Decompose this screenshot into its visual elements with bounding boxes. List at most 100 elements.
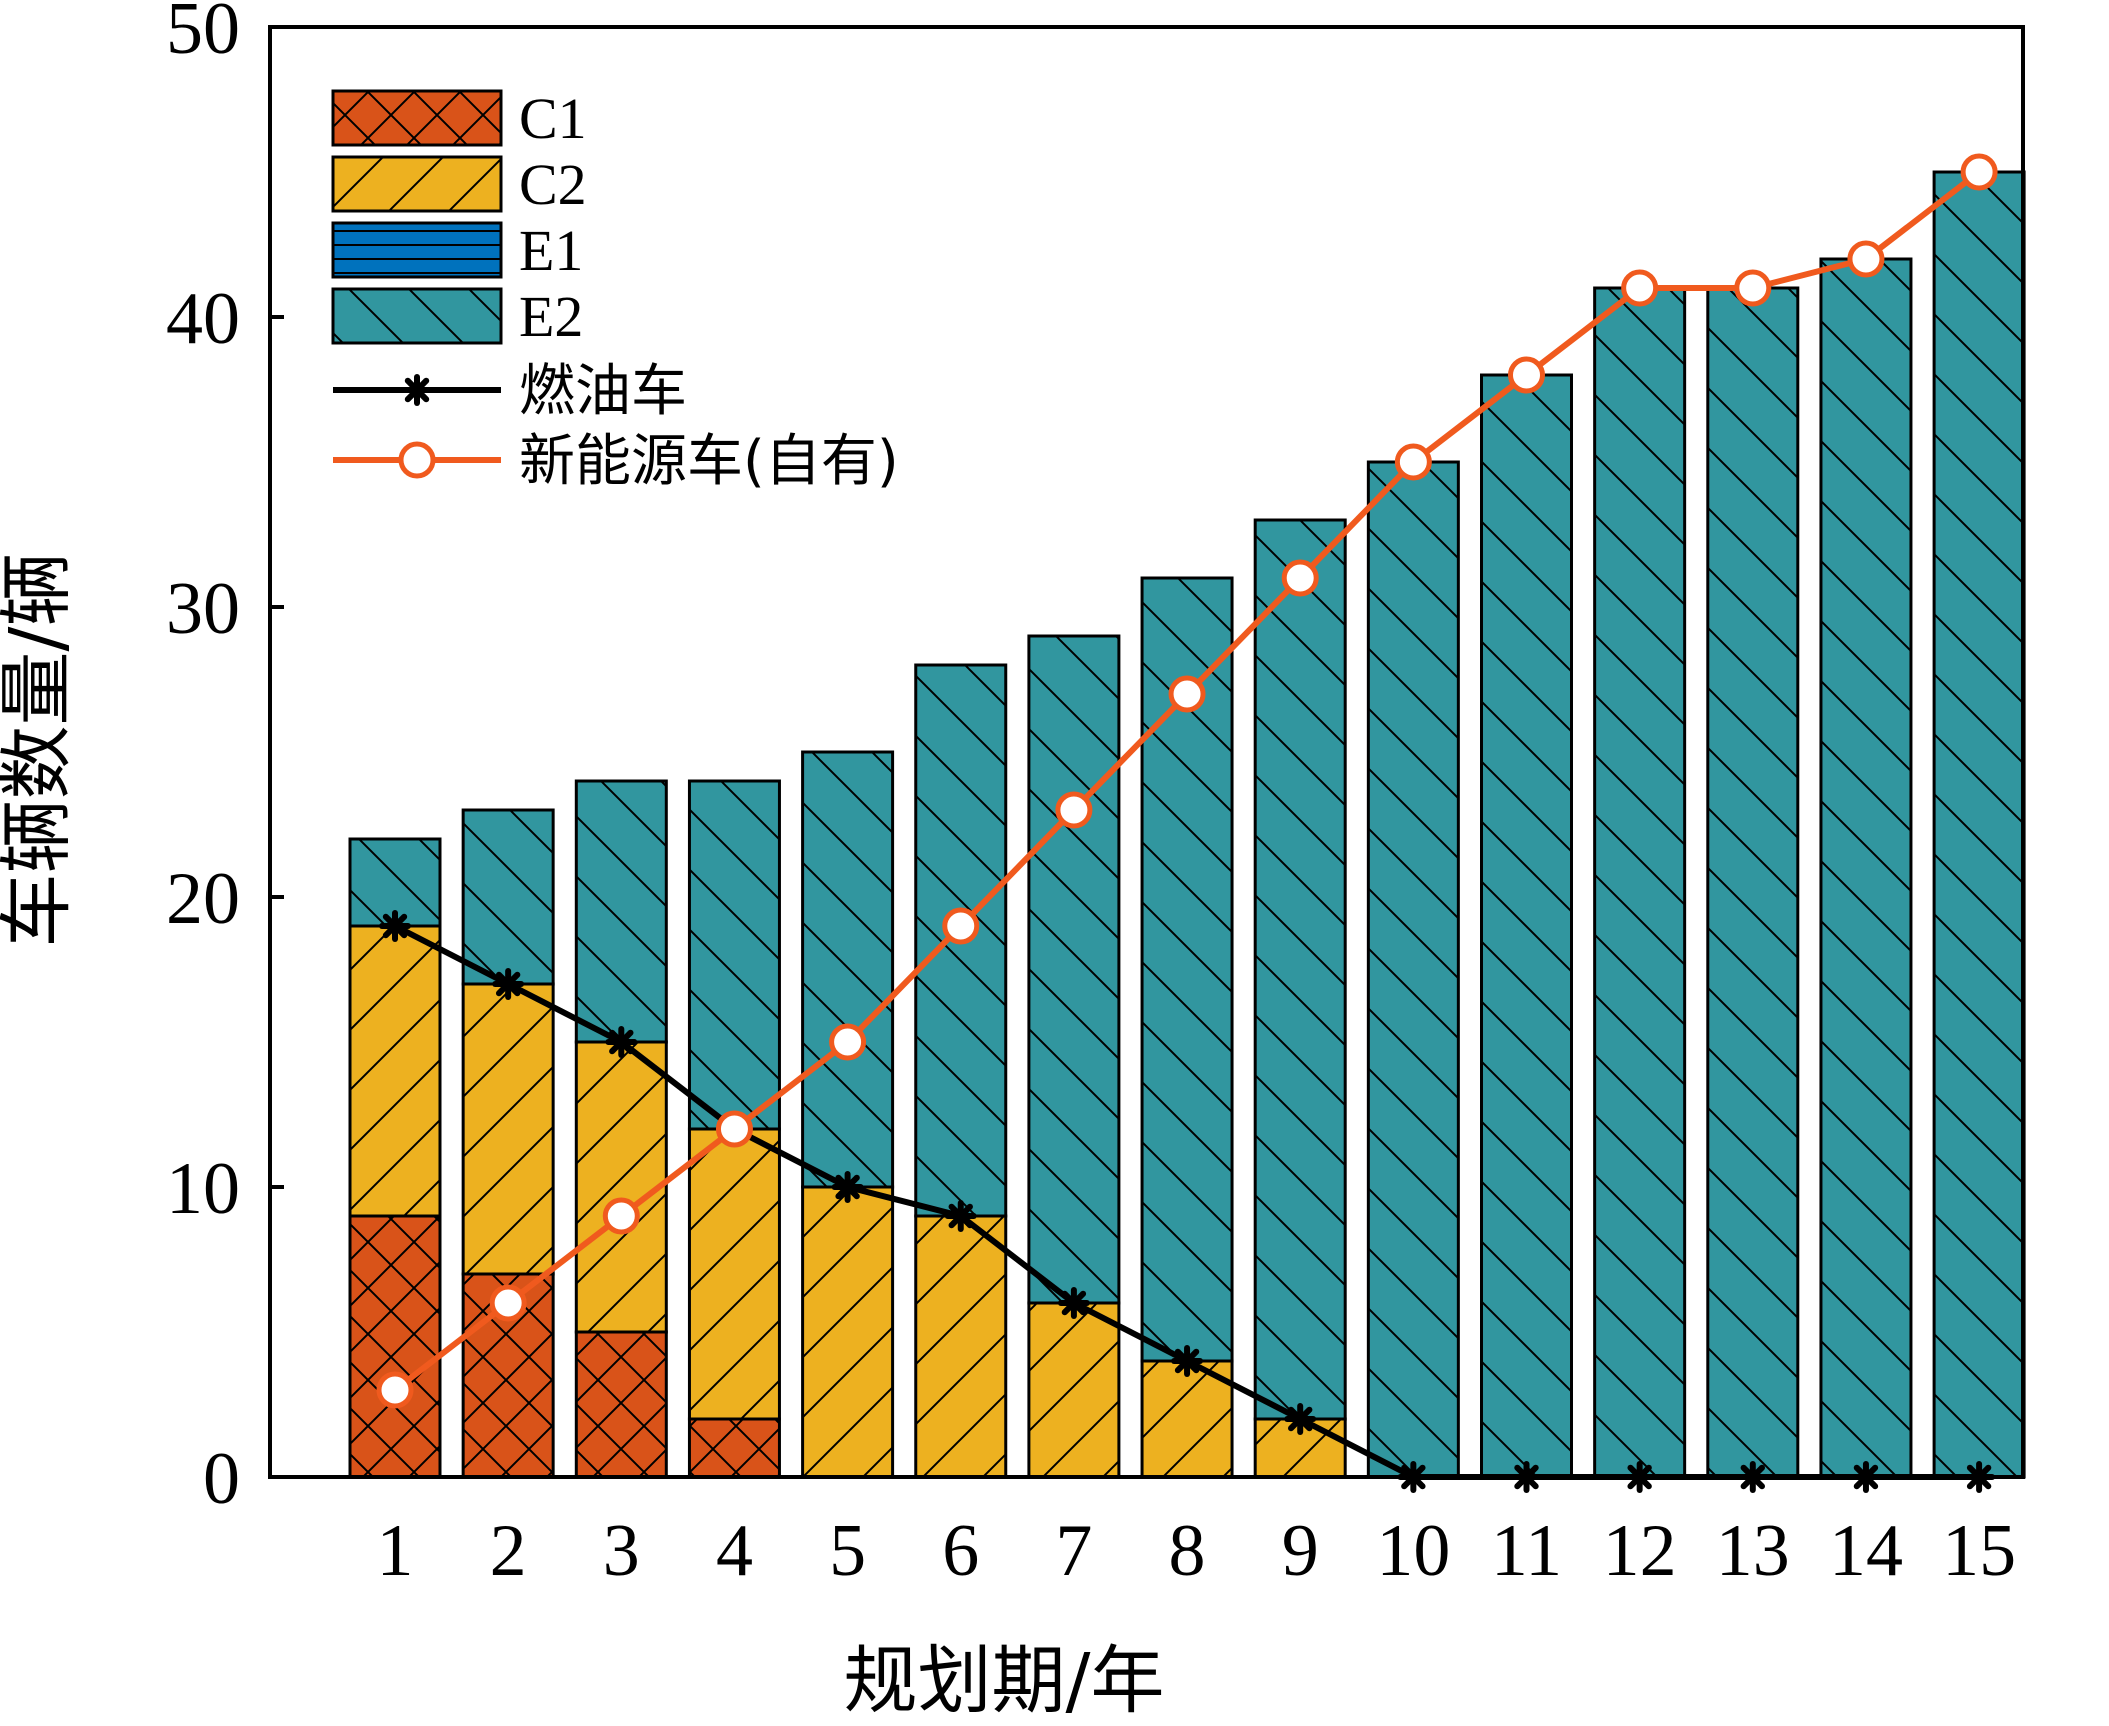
marker-nev-5: [829, 1023, 867, 1061]
marker-fuel-5: [831, 1171, 864, 1203]
marker-nev-8: [1168, 675, 1206, 713]
x-tick-label-5: 5: [829, 1510, 866, 1592]
legend-c1-swatch-hatch: [331, 89, 503, 147]
bar-e2-7-hatch: [1027, 634, 1121, 1305]
plot-frame: [268, 25, 2025, 1479]
legend-c2: C2: [331, 152, 587, 217]
x-tick-label-9: 9: [1282, 1510, 1319, 1592]
bar-c2-1: [348, 924, 442, 1218]
marker-nev-4: [715, 1110, 753, 1148]
x-tick-label-7: 7: [1055, 1510, 1092, 1592]
legend-e2-swatch-hatch: [331, 287, 503, 345]
legend-fuel: 燃油车: [333, 359, 687, 424]
bar-c1-4-hatch: [687, 1417, 781, 1479]
bar-c2-3: [574, 1040, 668, 1334]
marker-nev-1: [376, 1371, 414, 1409]
bar-c1-3: [574, 1330, 668, 1479]
marker-nev-15: [1960, 153, 1998, 191]
bar-c2-6-hatch: [914, 1214, 1008, 1479]
legend-nev-label: 新能源车(自有): [519, 429, 899, 494]
x-tick-label-12: 12: [1603, 1510, 1677, 1592]
bar-e2-3-hatch: [574, 779, 668, 1044]
bar-e2-4: [687, 779, 781, 1131]
bar-c1-1: [348, 1214, 442, 1479]
bar-e2-2-hatch: [461, 808, 555, 986]
y-axis-title: 车辆数量/辆: [0, 553, 80, 948]
bar-c2-6: [914, 1214, 1008, 1479]
bar-e2-13: [1706, 286, 1800, 1479]
bar-e2-10: [1366, 460, 1460, 1479]
axes-layer: [268, 25, 2025, 1479]
bar-c2-2-hatch: [461, 982, 555, 1276]
bar-c2-5-hatch: [801, 1185, 895, 1479]
legend-c1-label: C1: [519, 86, 587, 151]
x-tick-label-11: 11: [1491, 1510, 1562, 1592]
bar-c2-7: [1027, 1301, 1121, 1479]
bar-e2-9-hatch: [1253, 518, 1347, 1421]
marker-nev-12: [1621, 269, 1659, 307]
y-tick-label-20: 20: [166, 858, 240, 940]
marker-nev-10: [1394, 443, 1432, 481]
bar-c1-1-hatch: [348, 1214, 442, 1479]
x-tick-label-1: 1: [377, 1510, 414, 1592]
marker-nev-2: [489, 1284, 527, 1322]
x-tick-label-14: 14: [1829, 1510, 1903, 1592]
bar-e2-12-hatch: [1593, 286, 1687, 1479]
bar-e2-11: [1480, 373, 1573, 1479]
legend-fuel-label: 燃油车: [519, 359, 687, 424]
bar-e2-3: [574, 779, 668, 1044]
y-tick-label-0: 0: [203, 1438, 240, 1520]
bar-e2-14-hatch: [1819, 257, 1913, 1479]
x-tick-label-13: 13: [1716, 1510, 1790, 1592]
legend-c1: C1: [331, 86, 587, 151]
bar-c2-5: [801, 1185, 895, 1479]
bar-e2-13-hatch: [1706, 286, 1800, 1479]
bar-c2-4: [687, 1127, 781, 1421]
legend-e1-swatch-hatch: [331, 221, 503, 279]
bar-c2-4-hatch: [687, 1127, 781, 1421]
bar-e2-15: [1932, 170, 2026, 1479]
x-tick-label-3: 3: [603, 1510, 640, 1592]
bar-e2-7: [1027, 634, 1121, 1305]
bar-e2-12: [1593, 286, 1687, 1479]
x-tick-label-4: 4: [716, 1510, 753, 1592]
x-tick-label-15: 15: [1942, 1510, 2016, 1592]
legend-c2-label: C2: [519, 152, 587, 217]
marker-fuel-7: [1057, 1287, 1090, 1319]
legend-nev-marker: [398, 441, 436, 479]
marker-fuel-2: [492, 968, 525, 1000]
bar-e2-10-hatch: [1366, 460, 1460, 1479]
legend-c2-swatch-hatch: [331, 155, 503, 213]
bar-c2-3-hatch: [574, 1040, 668, 1334]
bar-e2-5-hatch: [801, 750, 895, 1189]
marker-nev-3: [602, 1197, 640, 1235]
bar-c1-4: [687, 1417, 781, 1479]
legend-e1: E1: [331, 218, 583, 283]
bar-e2-9: [1253, 518, 1347, 1421]
legend-fuel-marker: [401, 374, 433, 406]
x-tick-label-10: 10: [1376, 1510, 1450, 1592]
marker-fuel-6: [944, 1200, 977, 1232]
x-tick-label-6: 6: [942, 1510, 979, 1592]
marker-fuel-3: [605, 1026, 638, 1058]
legend-e2-label: E2: [519, 284, 583, 349]
bar-e2-2: [461, 808, 555, 986]
x-tick-label-8: 8: [1169, 1510, 1206, 1592]
bar-c2-1-hatch: [348, 924, 442, 1218]
bar-e2-11-hatch: [1480, 373, 1573, 1479]
bar-c2-7-hatch: [1027, 1301, 1121, 1479]
marker-fuel-9: [1284, 1403, 1317, 1435]
y-tick-label-40: 40: [166, 278, 240, 360]
x-axis-title: 规划期/年: [844, 1638, 1165, 1724]
bar-e2-5: [801, 750, 895, 1189]
bar-c2-2: [461, 982, 555, 1276]
marker-nev-7: [1055, 791, 1093, 829]
y-tick-label-50: 50: [166, 0, 240, 70]
marker-fuel-1: [379, 910, 411, 942]
marker-nev-14: [1847, 240, 1885, 278]
marker-fuel-8: [1171, 1345, 1204, 1377]
bar-e2-15-hatch: [1932, 170, 2026, 1479]
